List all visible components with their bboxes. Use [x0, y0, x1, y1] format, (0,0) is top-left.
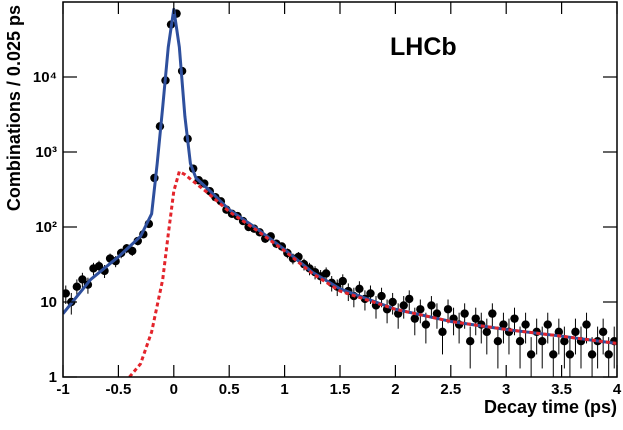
data-point: [78, 275, 87, 284]
data-point: [515, 337, 525, 346]
y-tick-label: 10⁴: [33, 69, 57, 86]
data-point: [443, 305, 453, 314]
x-tick-label: 4: [613, 381, 622, 398]
data-point: [571, 327, 580, 337]
data-point: [321, 269, 331, 278]
x-tick-label: 1.5: [330, 381, 351, 398]
data-point: [377, 291, 386, 301]
data-point: [526, 350, 536, 359]
data-point: [565, 350, 575, 359]
data-point: [598, 327, 608, 337]
data-point: [460, 309, 469, 318]
data-point: [416, 305, 425, 314]
y-tick-label: 1: [49, 369, 57, 386]
x-tick-label: 1: [280, 381, 288, 398]
data-point: [427, 301, 436, 310]
data-point: [421, 320, 431, 329]
x-tick-label: -0.5: [105, 381, 131, 398]
data-point: [388, 297, 397, 307]
plot-area: [63, 7, 617, 377]
y-axis-label: Combinations / 0.025 ps: [4, 5, 24, 211]
plot-frame: [62, 1, 618, 378]
x-tick-label: -1: [56, 381, 69, 398]
data-point: [549, 350, 558, 359]
x-tick-label: 3: [502, 381, 510, 398]
x-tick-label: 0: [170, 381, 178, 398]
data-point: [338, 276, 347, 286]
data-point: [582, 320, 591, 329]
data-point: [405, 294, 414, 304]
y-tick-label: 10³: [35, 144, 57, 161]
x-tick-label: 2.5: [440, 381, 461, 398]
data-point: [499, 320, 508, 329]
data-point: [493, 337, 503, 346]
data-point: [355, 284, 364, 293]
x-tick-label: 2: [391, 381, 399, 398]
x-tick-label: 0.5: [219, 381, 240, 398]
data-point: [543, 320, 552, 329]
data-point: [560, 337, 569, 346]
y-tick-label: 10: [40, 294, 57, 311]
y-tick-label: 10²: [35, 219, 57, 236]
data-point: [510, 314, 519, 323]
data-point: [94, 262, 104, 271]
data-point: [63, 289, 70, 298]
x-axis-label: Decay time (ps): [484, 397, 617, 417]
x-tick-label: 3.5: [551, 381, 572, 398]
data-point: [410, 314, 419, 323]
data-point: [72, 282, 82, 291]
fit-curve: [63, 7, 617, 345]
data-point: [399, 301, 408, 310]
data-point: [488, 309, 497, 318]
data-point: [438, 327, 447, 337]
annotation: LHCb: [390, 33, 457, 61]
data-point: [128, 246, 137, 256]
data-point: [471, 314, 480, 323]
data-point: [554, 327, 564, 337]
data-point: [482, 327, 492, 337]
data-point: [538, 337, 547, 346]
data-point: [521, 320, 530, 329]
data-point: [432, 309, 442, 318]
data-point: [465, 337, 475, 346]
fit-component: [128, 169, 617, 377]
data-point: [366, 289, 375, 298]
data-point: [604, 350, 613, 359]
data-point: [587, 350, 597, 359]
